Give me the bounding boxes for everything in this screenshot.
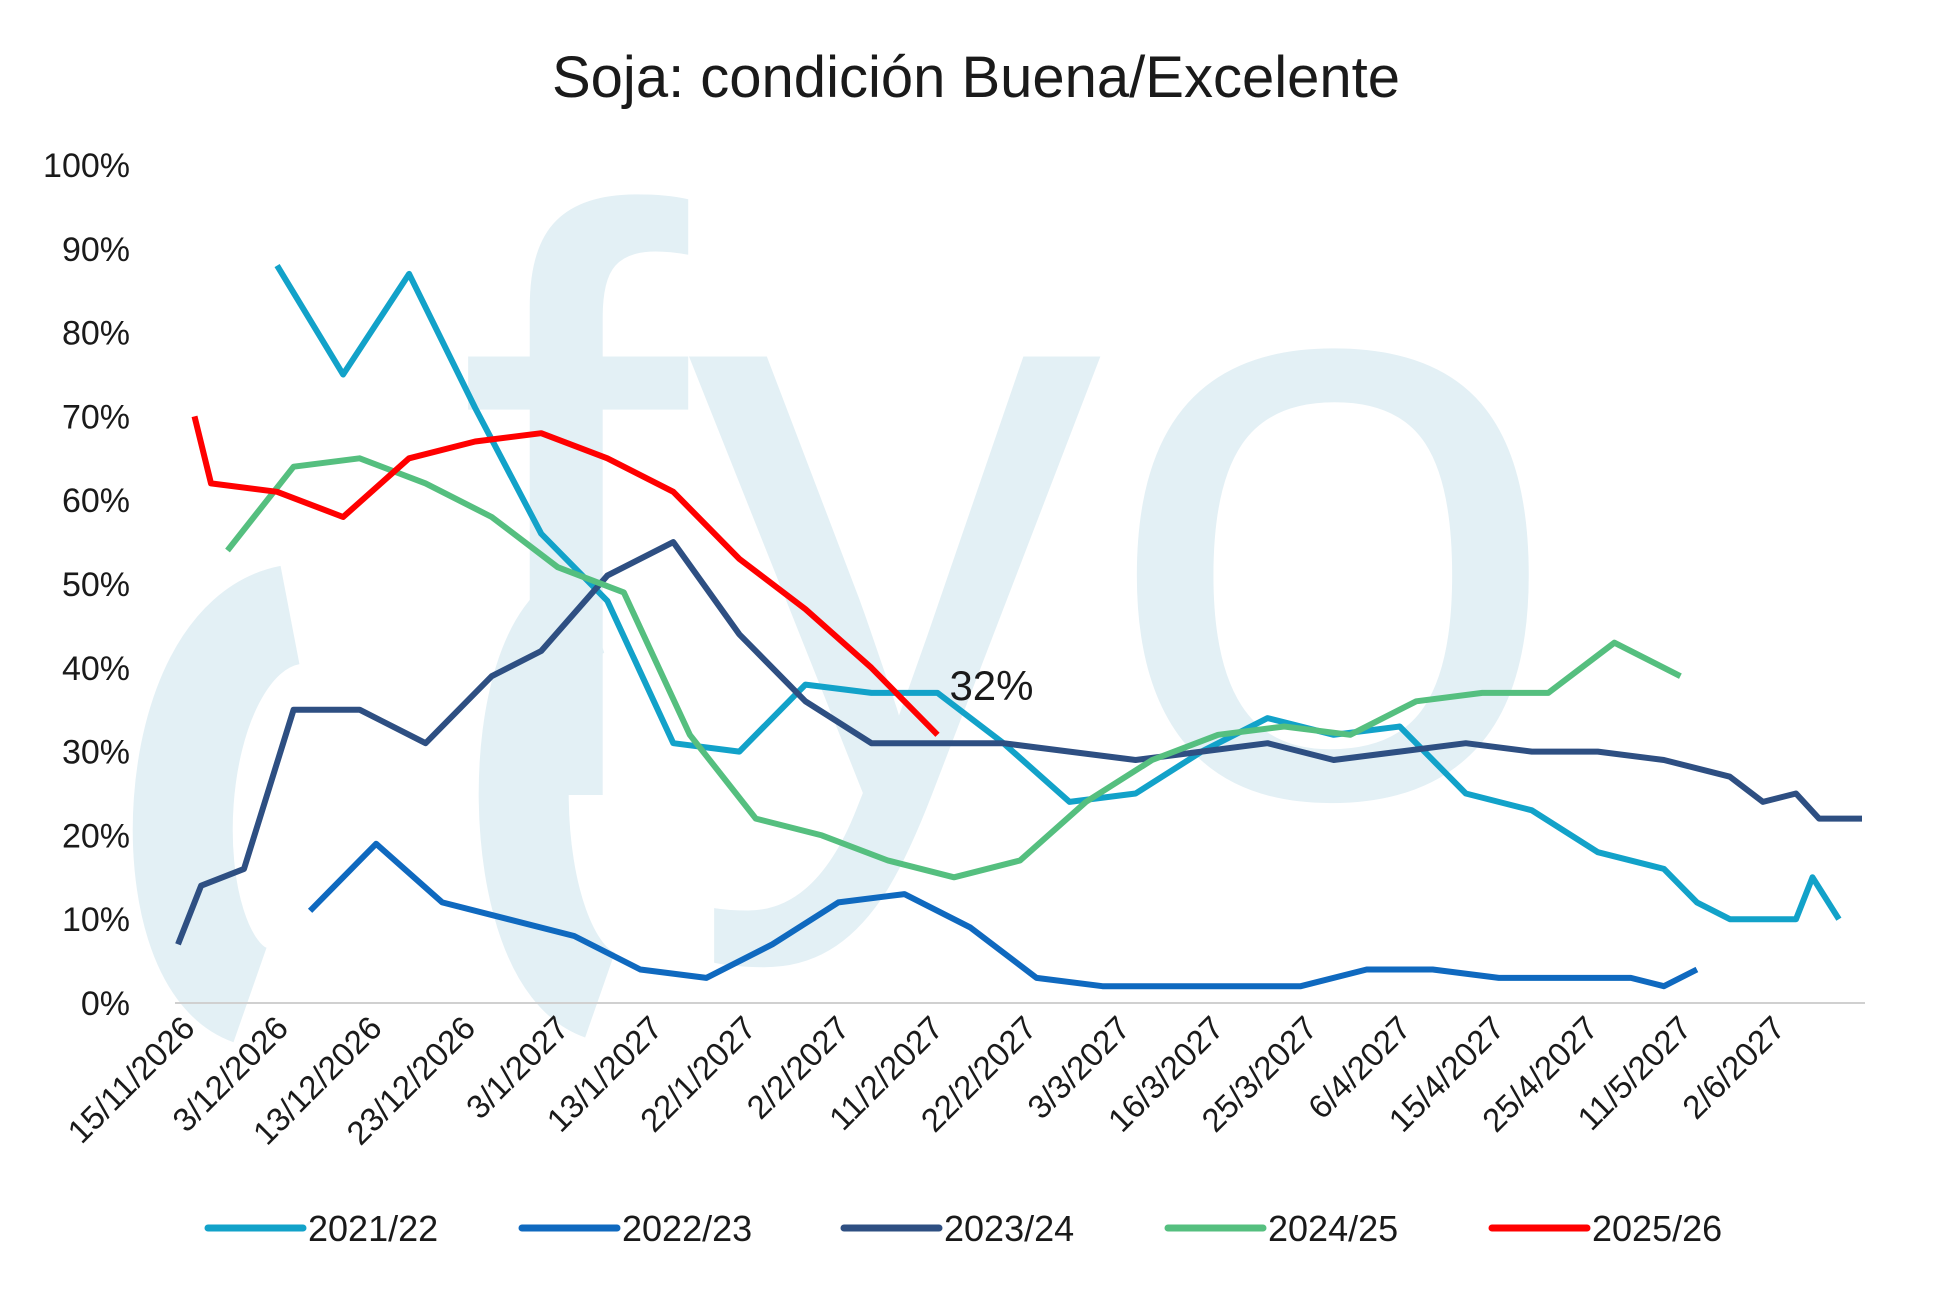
watermark-arc-left (132, 565, 304, 1043)
watermark-text: fyo (456, 44, 1563, 977)
annotations: 32% (949, 662, 1033, 709)
y-tick-label: 0% (81, 985, 130, 1023)
y-tick-label: 50% (62, 566, 130, 604)
chart-title: Soja: condición Buena/Excelente (552, 45, 1400, 110)
legend-item: 2021/22 (204, 1208, 438, 1249)
legend-item: 2025/26 (1488, 1208, 1722, 1249)
y-axis-ticks: 0% 10% 20% 30% 40% 50% 60% 70% 80% 90% 100% (43, 147, 130, 1023)
y-tick-label: 60% (62, 482, 130, 520)
y-tick-label: 80% (62, 315, 130, 353)
y-tick-label: 70% (62, 398, 130, 436)
y-tick-label: 20% (62, 817, 130, 855)
legend-label: 2023/24 (944, 1208, 1074, 1249)
legend-label: 2025/26 (1592, 1208, 1722, 1249)
series-line-2021-22 (274, 264, 1842, 923)
watermark-arc-right (478, 567, 620, 1038)
legend-label: 2021/22 (308, 1208, 438, 1249)
legend-item: 2024/25 (1164, 1208, 1398, 1249)
series-lines (175, 264, 1862, 990)
y-tick-label: 30% (62, 734, 130, 772)
legend-label: 2024/25 (1268, 1208, 1398, 1249)
legend-item: 2022/23 (518, 1208, 752, 1249)
legend: 2021/22 2022/23 2023/24 2024/25 2025/26 (204, 1208, 1722, 1249)
data-label-last-point: 32% (949, 662, 1033, 709)
series-line-2022-23 (307, 840, 1699, 990)
series-line-2025-26 (191, 415, 940, 737)
series-line-2023-24 (175, 539, 1862, 946)
watermark: fyo (132, 44, 1564, 1043)
series-line-2024-25 (225, 455, 1682, 881)
y-tick-label: 10% (62, 901, 130, 939)
y-tick-label: 90% (62, 231, 130, 269)
legend-item: 2023/24 (840, 1208, 1074, 1249)
y-tick-label: 100% (43, 147, 130, 185)
y-tick-label: 40% (62, 650, 130, 688)
legend-label: 2022/23 (622, 1208, 752, 1249)
